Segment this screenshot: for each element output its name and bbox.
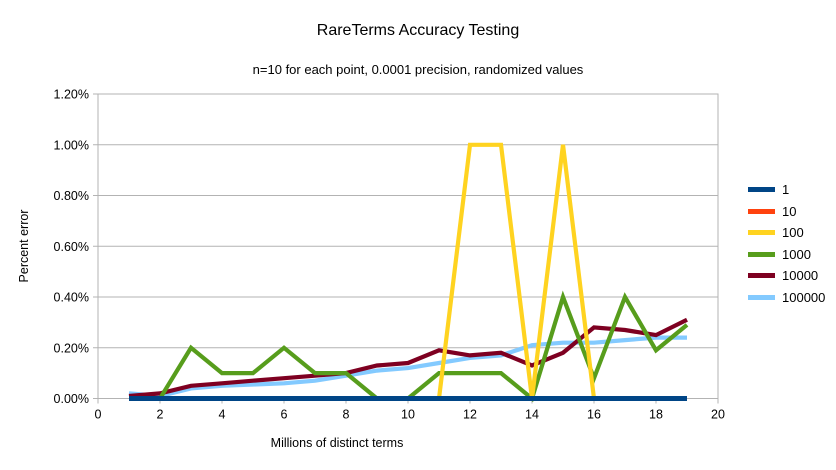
- legend-label: 10: [782, 203, 797, 219]
- legend-swatch-icon: [748, 187, 775, 193]
- legend-swatch-icon: [748, 208, 775, 214]
- legend-item: 100: [748, 222, 825, 244]
- x-tick-label: 2: [157, 408, 164, 422]
- legend-label: 1: [782, 182, 790, 198]
- legend-label: 10000: [782, 268, 819, 284]
- x-tick-label: 16: [587, 408, 601, 422]
- x-tick-label: 18: [649, 408, 663, 422]
- x-tick-label: 6: [281, 408, 288, 422]
- legend-label: 1000: [782, 246, 811, 262]
- legend-item: 10000: [748, 265, 825, 287]
- y-tick-label: 0.80%: [54, 189, 89, 203]
- x-tick-label: 4: [219, 408, 226, 422]
- legend-swatch-icon: [748, 273, 775, 279]
- series-line-10000: [128, 317, 688, 399]
- series-line-100000: [128, 335, 687, 399]
- x-tick-label: 10: [401, 408, 415, 422]
- y-tick-label: 0.40%: [54, 291, 89, 305]
- x-tick-label: 8: [343, 408, 350, 422]
- legend-item: 1000: [748, 244, 825, 266]
- y-tick-label: 0.60%: [54, 240, 89, 254]
- legend-item: 10: [748, 201, 825, 223]
- legend-label: 100000: [782, 289, 826, 305]
- y-axis-title: Percent error: [17, 209, 31, 283]
- legend-item: 100000: [748, 287, 825, 309]
- legend-item: 1: [748, 179, 825, 201]
- x-tick-label: 14: [525, 408, 539, 422]
- series-line-100: [129, 142, 687, 401]
- legend-swatch-icon: [748, 251, 775, 257]
- legend-label: 100: [782, 225, 804, 241]
- chart-subtitle: n=10 for each point, 0.0001 precision, r…: [252, 62, 584, 77]
- chart-title: RareTerms Accuracy Testing: [316, 22, 520, 39]
- legend-swatch-icon: [748, 294, 775, 300]
- legend-swatch-icon: [748, 230, 775, 236]
- legend: 1 10 100 1000 10000 100000: [748, 179, 825, 308]
- x-axis-title: Millions of distinct terms: [270, 436, 404, 450]
- y-tick-label: 0.00%: [54, 392, 89, 406]
- x-tick-label: 12: [463, 408, 477, 422]
- x-tick-label: 0: [95, 408, 102, 422]
- y-tick-label: 0.20%: [54, 341, 89, 355]
- y-tick-label: 1.20%: [54, 88, 89, 102]
- y-tick-label: 1.00%: [54, 138, 89, 152]
- x-tick-label: 20: [711, 408, 725, 422]
